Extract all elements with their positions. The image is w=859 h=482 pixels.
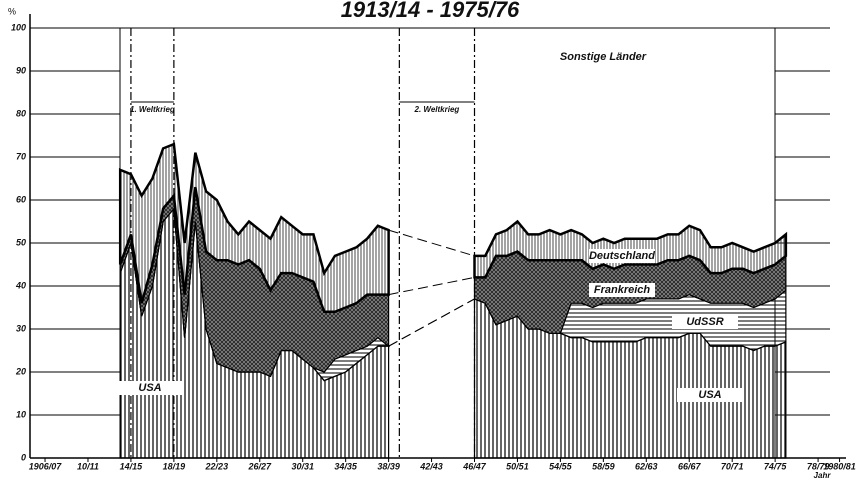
y-tick-label: 100 bbox=[11, 22, 26, 32]
label-bg bbox=[672, 315, 738, 329]
y-tick-label: 40 bbox=[15, 280, 26, 290]
series-label: USA bbox=[698, 389, 721, 401]
series-label: USA bbox=[138, 382, 161, 394]
chart-title: 1913/14 - 1975/76 bbox=[341, 0, 520, 22]
x-tick-label: 46/47 bbox=[462, 461, 487, 471]
y-tick-label: 0 bbox=[21, 452, 26, 462]
series-label: UdSSR bbox=[686, 316, 723, 328]
x-tick-label: 1980/81 bbox=[823, 461, 856, 471]
label-bg bbox=[589, 283, 655, 297]
x-tick-label: 10/11 bbox=[77, 461, 99, 471]
y-tick-label: 60 bbox=[16, 194, 26, 204]
x-tick-label: 42/43 bbox=[419, 461, 443, 471]
y-tick-label: 50 bbox=[16, 237, 26, 247]
label-bg bbox=[117, 381, 183, 395]
label-bg bbox=[677, 388, 743, 402]
y-tick-label: 20 bbox=[15, 366, 26, 376]
x-tick-label: 70/71 bbox=[721, 461, 744, 471]
others-label: Sonstige Länder bbox=[560, 51, 647, 63]
x-tick-label: 54/55 bbox=[549, 461, 573, 471]
x-tick-label: 34/35 bbox=[334, 461, 358, 471]
x-tick-label: 62/63 bbox=[635, 461, 658, 471]
gap-connector bbox=[388, 298, 475, 347]
x-tick-label: 66/67 bbox=[678, 461, 702, 471]
war-label: 2. Weltkrieg bbox=[414, 105, 460, 114]
x-tick-label: 78/79 bbox=[807, 461, 830, 471]
y-tick-label: 10 bbox=[16, 409, 26, 419]
x-tick-label: 14/15 bbox=[120, 461, 144, 471]
x-tick-label: 74/75 bbox=[764, 461, 788, 471]
y-tick-label: 80 bbox=[16, 108, 26, 118]
gap-connector bbox=[388, 276, 475, 296]
x-tick-label: 30/31 bbox=[291, 461, 314, 471]
x-axis-label: Jahr bbox=[814, 471, 832, 480]
y-axis-label: % bbox=[8, 6, 16, 16]
x-tick-label: 22/23 bbox=[205, 461, 229, 471]
x-tick-label: 1906/07 bbox=[29, 461, 63, 471]
area-3 bbox=[118, 142, 390, 314]
gap-connector bbox=[388, 229, 475, 257]
x-tick-label: 50/51 bbox=[506, 461, 529, 471]
x-tick-label: 58/59 bbox=[592, 461, 615, 471]
x-tick-label: 26/27 bbox=[248, 461, 273, 471]
war-label: 1. Weltkrieg bbox=[130, 105, 175, 114]
y-tick-label: 90 bbox=[16, 65, 26, 75]
label-bg bbox=[589, 249, 655, 263]
y-tick-label: 70 bbox=[16, 151, 26, 161]
x-tick-label: 38/39 bbox=[377, 461, 400, 471]
y-tick-label: 30 bbox=[16, 323, 26, 333]
x-tick-label: 18/19 bbox=[163, 461, 186, 471]
series-label: Frankreich bbox=[594, 284, 651, 296]
series-label: Deutschland bbox=[589, 250, 655, 262]
